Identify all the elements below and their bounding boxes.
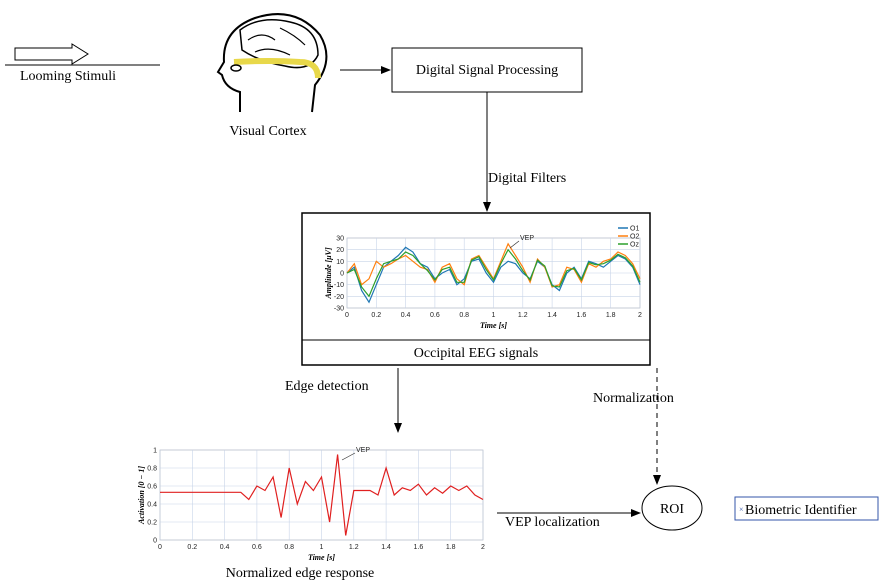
- x-tick-label: 1.2: [518, 312, 528, 319]
- legend-label: O2: [630, 234, 639, 241]
- x-tick-label: 0: [158, 544, 162, 551]
- y-tick-label: 30: [336, 236, 344, 243]
- edge-detection-label: Edge detection: [285, 379, 369, 394]
- vep-localization-label: VEP localization: [505, 515, 600, 530]
- legend-label: Oz: [630, 242, 639, 249]
- annotation: VEP: [356, 447, 370, 454]
- y-axis-label: Activation [0 − 1]: [137, 466, 146, 525]
- x-tick-label: 0.4: [401, 312, 411, 319]
- x-tick-label: 2: [481, 544, 485, 551]
- y-axis-label: Amplitude [μV]: [324, 247, 333, 300]
- x-tick-label: 2: [638, 312, 642, 319]
- x-tick-label: 0.8: [459, 312, 469, 319]
- filters-label: Digital Filters: [488, 171, 566, 186]
- y-tick-label: -30: [334, 306, 344, 313]
- x-axis-label: Time [s]: [480, 321, 507, 330]
- x-tick-label: 1.6: [577, 312, 587, 319]
- x-tick-label: 0.2: [371, 312, 381, 319]
- normalization-label: Normalization: [593, 391, 674, 406]
- x-tick-label: 0.6: [252, 544, 262, 551]
- y-tick-label: 20: [336, 247, 344, 254]
- dsp-label: Digital Signal Processing: [416, 63, 558, 78]
- input-label: Looming Stimuli: [20, 69, 116, 84]
- x-tick-label: 0.4: [220, 544, 230, 551]
- roi-label: ROI: [660, 502, 684, 517]
- x-tick-label: 0.6: [430, 312, 440, 319]
- x-tick-label: 1.8: [606, 312, 616, 319]
- diagram: Looming Stimuli Visual Cortex Digital Si…: [0, 0, 879, 584]
- x-tick-label: 1: [320, 544, 324, 551]
- x-tick-label: 1: [492, 312, 496, 319]
- y-tick-label: 0.6: [147, 484, 157, 491]
- y-tick-label: 0: [153, 538, 157, 545]
- legend-label: O1: [630, 226, 639, 233]
- output-label: Biometric Identifier: [745, 503, 857, 518]
- y-tick-label: -20: [334, 294, 344, 301]
- eeg-caption: Occipital EEG signals: [414, 346, 538, 361]
- y-tick-label: 10: [336, 259, 344, 266]
- x-tick-label: 1.6: [414, 544, 424, 551]
- x-axis-label: Time [s]: [308, 553, 335, 562]
- x-tick-label: 1.4: [381, 544, 391, 551]
- y-tick-label: 0.8: [147, 466, 157, 473]
- x-tick-label: 1.2: [349, 544, 359, 551]
- x-tick-label: 1.4: [547, 312, 557, 319]
- broken-image-icon: ×: [739, 505, 744, 514]
- x-tick-label: 0.2: [187, 544, 197, 551]
- edge-caption: Normalized edge response: [226, 566, 375, 581]
- cortex-label: Visual Cortex: [229, 124, 306, 139]
- page: Looming Stimuli Visual Cortex Digital Si…: [0, 0, 879, 584]
- annotation: VEP: [520, 235, 534, 242]
- y-tick-label: 1: [153, 448, 157, 455]
- y-tick-label: 0.4: [147, 502, 157, 509]
- y-tick-label: 0: [340, 271, 344, 278]
- y-tick-label: -10: [334, 282, 344, 289]
- stimulus-arrow: [15, 44, 88, 64]
- head-icon: [218, 14, 326, 112]
- y-tick-label: 0.2: [147, 520, 157, 527]
- x-tick-label: 0.8: [284, 544, 294, 551]
- x-tick-label: 1.8: [446, 544, 456, 551]
- x-tick-label: 0: [345, 312, 349, 319]
